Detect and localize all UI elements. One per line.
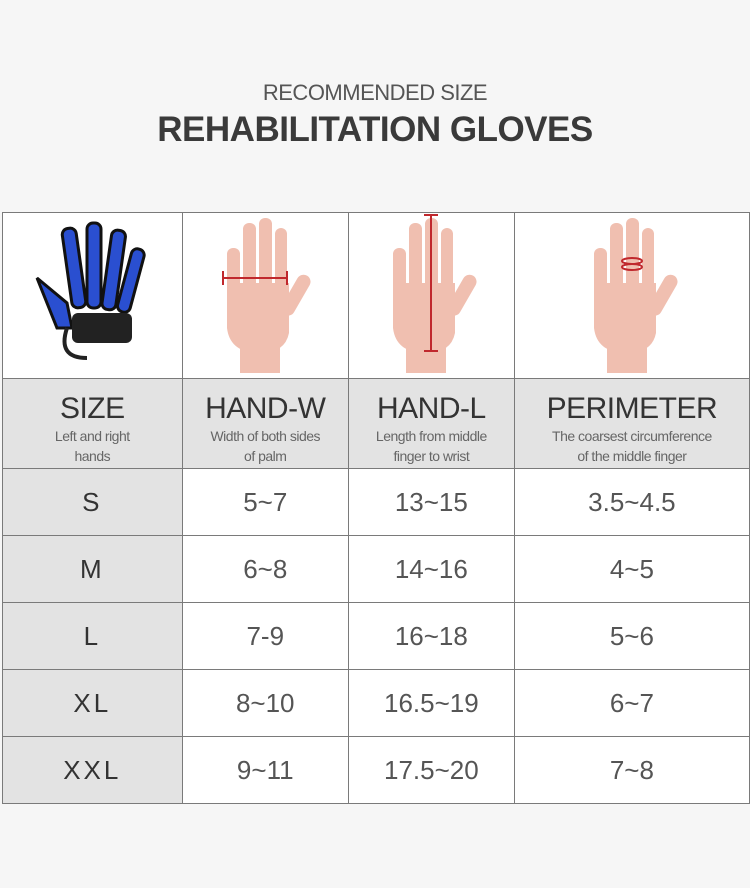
col-hand-w: HAND-W Width of both sides of palm [181, 378, 349, 469]
glove-icon [35, 221, 146, 360]
hand-width-icon [222, 218, 311, 373]
table-row: XL 8~10 16.5~19 6~7 [2, 669, 750, 737]
page-title: REHABILITATION GLOVES [157, 110, 593, 149]
finger-perimeter-icon [593, 218, 678, 373]
col-perimeter: PERIMETER The coarsest circumference of th… [513, 378, 750, 469]
perimeter-image [513, 212, 750, 379]
hand-length-icon [393, 214, 477, 373]
table-row: S 5~7 13~15 3.5~4.5 [2, 468, 750, 536]
hand-length-image [347, 212, 515, 379]
hand-width-image [181, 212, 349, 379]
size-chart-table: SIZE Left and right hands HAND-W Width of b… [2, 212, 750, 804]
col-size: SIZE Left and right hands [2, 378, 183, 469]
table-row: XXL 9~11 17.5~20 7~8 [2, 736, 750, 804]
col-hand-l: HAND-L Length from middle finger to wrist [347, 378, 515, 469]
glove-image [2, 212, 183, 379]
subtitle: RECOMMENDED SIZE [262, 80, 488, 105]
header-row: SIZE Left and right hands HAND-W Width of b… [2, 378, 750, 469]
table-row: M 6~8 14~16 4~5 [2, 535, 750, 603]
table-row: L 7-9 16~18 5~6 [2, 602, 750, 670]
